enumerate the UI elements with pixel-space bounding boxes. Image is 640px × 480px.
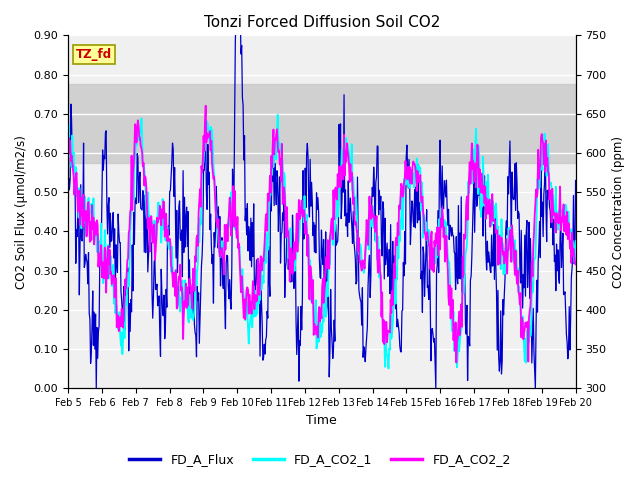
- Text: TZ_fd: TZ_fd: [76, 48, 112, 61]
- X-axis label: Time: Time: [307, 414, 337, 427]
- Title: Tonzi Forced Diffusion Soil CO2: Tonzi Forced Diffusion Soil CO2: [204, 15, 440, 30]
- Bar: [68, 84, 575, 163]
- Legend: FD_A_Flux, FD_A_CO2_1, FD_A_CO2_2: FD_A_Flux, FD_A_CO2_1, FD_A_CO2_2: [124, 448, 516, 471]
- Y-axis label: CO2 Concentration (ppm): CO2 Concentration (ppm): [612, 136, 625, 288]
- Y-axis label: CO2 Soil Flux (μmol/m2/s): CO2 Soil Flux (μmol/m2/s): [15, 135, 28, 289]
